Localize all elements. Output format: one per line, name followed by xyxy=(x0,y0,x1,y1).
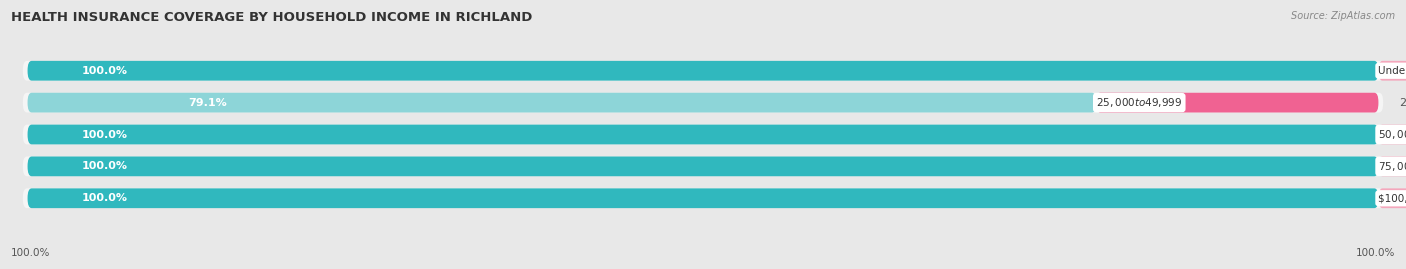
FancyBboxPatch shape xyxy=(1378,61,1406,81)
FancyBboxPatch shape xyxy=(22,93,1384,112)
FancyBboxPatch shape xyxy=(22,188,1384,208)
FancyBboxPatch shape xyxy=(28,188,1378,208)
FancyBboxPatch shape xyxy=(28,125,1378,144)
FancyBboxPatch shape xyxy=(28,157,1378,176)
FancyBboxPatch shape xyxy=(1378,157,1406,176)
FancyBboxPatch shape xyxy=(1097,93,1378,112)
Text: HEALTH INSURANCE COVERAGE BY HOUSEHOLD INCOME IN RICHLAND: HEALTH INSURANCE COVERAGE BY HOUSEHOLD I… xyxy=(11,11,533,24)
Text: Under $25,000: Under $25,000 xyxy=(1378,66,1406,76)
Text: $75,000 to $99,999: $75,000 to $99,999 xyxy=(1378,160,1406,173)
Text: Source: ZipAtlas.com: Source: ZipAtlas.com xyxy=(1291,11,1395,21)
Text: $25,000 to $49,999: $25,000 to $49,999 xyxy=(1097,96,1182,109)
FancyBboxPatch shape xyxy=(1378,188,1406,208)
Text: 100.0%: 100.0% xyxy=(82,161,128,171)
FancyBboxPatch shape xyxy=(22,61,1384,81)
FancyBboxPatch shape xyxy=(22,157,1384,176)
FancyBboxPatch shape xyxy=(28,61,1378,81)
FancyBboxPatch shape xyxy=(1378,125,1406,144)
Text: $100,000 and over: $100,000 and over xyxy=(1378,193,1406,203)
Text: 100.0%: 100.0% xyxy=(82,129,128,140)
FancyBboxPatch shape xyxy=(28,93,1097,112)
FancyBboxPatch shape xyxy=(22,125,1384,144)
Text: 20.9%: 20.9% xyxy=(1399,98,1406,108)
Text: 100.0%: 100.0% xyxy=(11,248,51,258)
Text: 100.0%: 100.0% xyxy=(82,66,128,76)
Text: 100.0%: 100.0% xyxy=(82,193,128,203)
Text: $50,000 to $74,999: $50,000 to $74,999 xyxy=(1378,128,1406,141)
Text: 79.1%: 79.1% xyxy=(188,98,226,108)
Text: 100.0%: 100.0% xyxy=(1355,248,1395,258)
